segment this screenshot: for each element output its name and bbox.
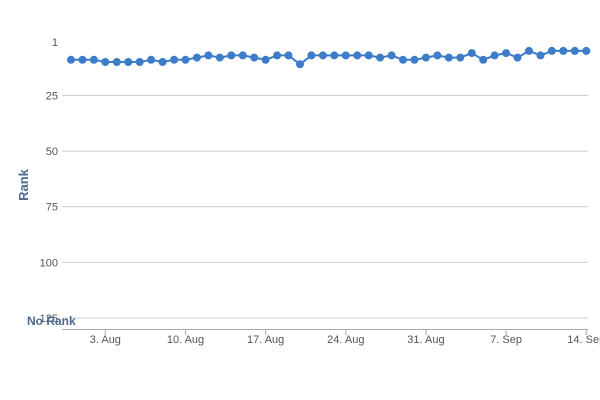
series-line <box>71 49 587 66</box>
data-point <box>456 53 465 62</box>
grid-lines <box>62 94 588 319</box>
data-point <box>112 58 121 66</box>
data-point <box>433 51 442 60</box>
data-point <box>307 51 316 60</box>
data-point <box>387 51 396 60</box>
data-point <box>318 51 327 60</box>
data-point <box>158 58 167 66</box>
data-point <box>78 55 87 64</box>
y-tick-label: 125 <box>40 313 58 325</box>
data-point <box>490 51 499 60</box>
data-point <box>170 55 179 64</box>
data-point <box>479 55 488 64</box>
x-tick-label: 31. Aug <box>407 334 444 346</box>
data-point <box>67 55 75 64</box>
no-rank-label: No Rank <box>27 314 76 328</box>
x-tick-label: 3. Aug <box>90 334 121 346</box>
y-tick-label: 1 <box>52 37 58 49</box>
data-point <box>502 49 511 58</box>
data-point <box>261 55 270 64</box>
x-tick-label: 17. Aug <box>247 334 284 346</box>
data-point <box>250 53 259 62</box>
x-tick-label: 10. Aug <box>167 334 204 346</box>
data-point <box>570 46 579 55</box>
rank-series <box>67 46 591 69</box>
data-point <box>330 51 339 60</box>
data-point <box>204 51 213 60</box>
y-tick-label: 50 <box>46 146 58 158</box>
data-point <box>536 51 545 60</box>
data-point <box>353 51 362 60</box>
data-point <box>341 51 350 60</box>
data-point <box>101 58 110 66</box>
x-tick-label: 24. Aug <box>327 334 364 346</box>
y-tick-label: 25 <box>46 90 58 102</box>
data-point <box>513 53 522 62</box>
data-point <box>525 46 533 55</box>
data-point <box>89 55 98 64</box>
data-point <box>124 58 133 66</box>
data-point <box>582 46 591 55</box>
data-point <box>215 53 224 62</box>
data-point <box>364 51 373 60</box>
data-point <box>147 55 156 64</box>
data-point <box>559 46 568 55</box>
x-tick-label: 14. Sep <box>567 334 600 346</box>
x-tick-label: 7. Sep <box>490 334 522 346</box>
data-point <box>547 46 556 55</box>
data-point <box>467 49 476 58</box>
data-point <box>135 58 144 66</box>
data-point <box>444 53 453 62</box>
y-tick-label: 75 <box>46 202 58 214</box>
x-axis: 3. Aug 10. Aug 17. Aug 24. Aug 31. Aug 7. Sep… <box>62 329 600 346</box>
data-point <box>273 51 282 60</box>
data-point <box>238 51 247 60</box>
data-point <box>192 53 201 62</box>
data-point <box>410 55 419 64</box>
y-axis-label: Rank <box>16 168 31 201</box>
data-point <box>421 53 430 62</box>
data-point <box>399 55 407 64</box>
data-point <box>284 51 293 60</box>
data-point <box>376 53 385 62</box>
data-point <box>181 55 190 64</box>
data-point <box>296 60 304 69</box>
y-tick-label: 100 <box>40 257 58 269</box>
data-point <box>227 51 236 60</box>
